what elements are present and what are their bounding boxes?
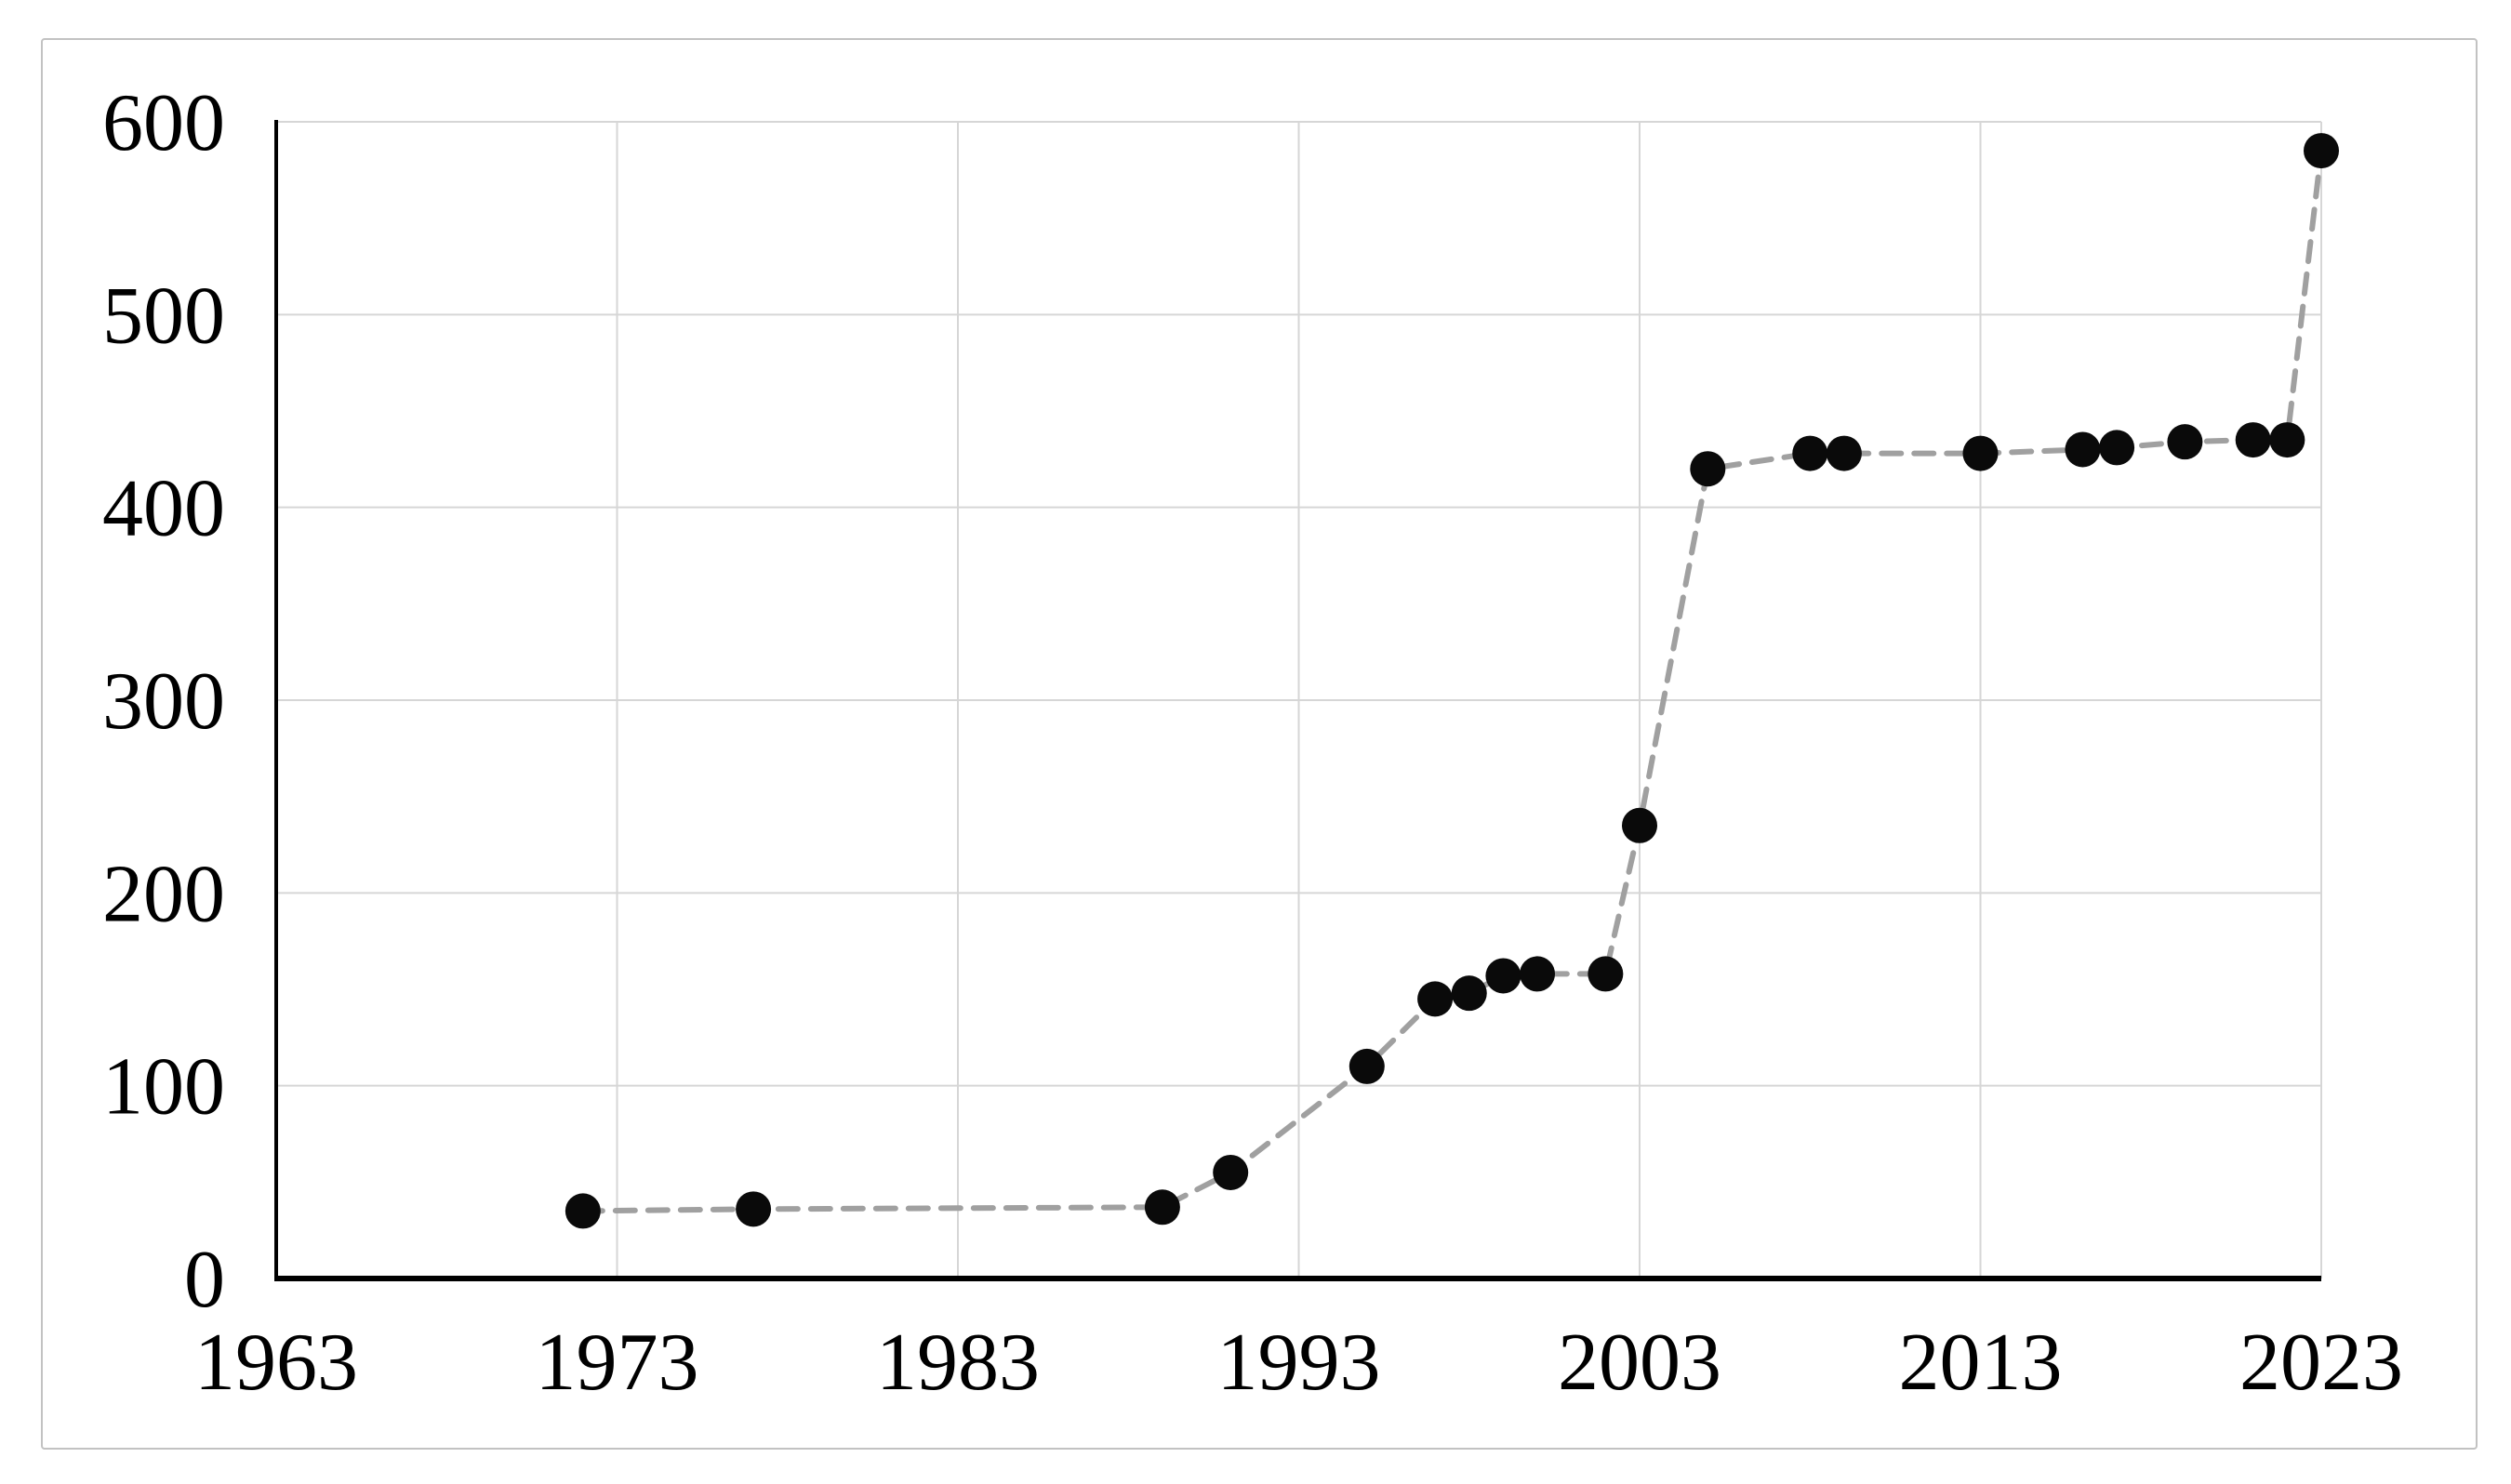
- y-tick-label: 100: [102, 1042, 225, 1133]
- data-point: [2065, 431, 2101, 468]
- x-tick-label: 2013: [1899, 1318, 2063, 1408]
- data-point: [1417, 981, 1454, 1017]
- data-point: [2269, 422, 2305, 458]
- figure-border: [41, 38, 2478, 1450]
- gridlines: [276, 121, 2322, 1279]
- data-point: [1348, 1048, 1385, 1084]
- data-point: [1792, 435, 1828, 471]
- trend-line-path: [579, 148, 2324, 1214]
- y-tick-label: 600: [102, 78, 225, 168]
- y-tick-label: 300: [102, 656, 225, 747]
- data-point: [1144, 1189, 1180, 1226]
- y-tick-label: 0: [184, 1235, 225, 1325]
- data-point: [736, 1191, 772, 1227]
- data-point: [2167, 424, 2203, 460]
- data-point: [2235, 422, 2271, 458]
- data-point: [1622, 807, 1657, 843]
- dashed-trend-line: [579, 148, 2324, 1214]
- x-tick-label: 1983: [876, 1318, 1040, 1408]
- data-point: [2304, 133, 2339, 169]
- data-point: [1213, 1154, 1249, 1190]
- axes: [274, 120, 2321, 1281]
- x-axis-tick-labels: 1963 1973 1983 1993 2003 2013 2023: [194, 1318, 2403, 1408]
- x-tick-label: 1993: [1217, 1318, 1381, 1408]
- data-point: [1588, 956, 1624, 992]
- data-point: [1520, 956, 1556, 992]
- x-tick-label: 1963: [194, 1318, 358, 1408]
- figure-border-rect: [41, 38, 2478, 1450]
- data-point: [1690, 451, 1726, 487]
- y-axis-tick-labels: 0 100 200 300 400 500 600: [102, 78, 225, 1325]
- x-tick-label: 2003: [1558, 1318, 1721, 1408]
- data-point: [1826, 435, 1862, 471]
- x-tick-label: 2023: [2239, 1318, 2403, 1408]
- y-tick-label: 500: [102, 271, 225, 361]
- data-point: [565, 1193, 601, 1229]
- data-point: [1451, 975, 1487, 1012]
- y-tick-label: 200: [102, 849, 225, 939]
- data-point: [2099, 430, 2135, 466]
- data-point: [1962, 435, 1999, 471]
- data-point: [1485, 958, 1521, 994]
- x-tick-label: 1973: [536, 1318, 699, 1408]
- y-tick-label: 400: [102, 464, 225, 554]
- data-points: [565, 133, 2339, 1229]
